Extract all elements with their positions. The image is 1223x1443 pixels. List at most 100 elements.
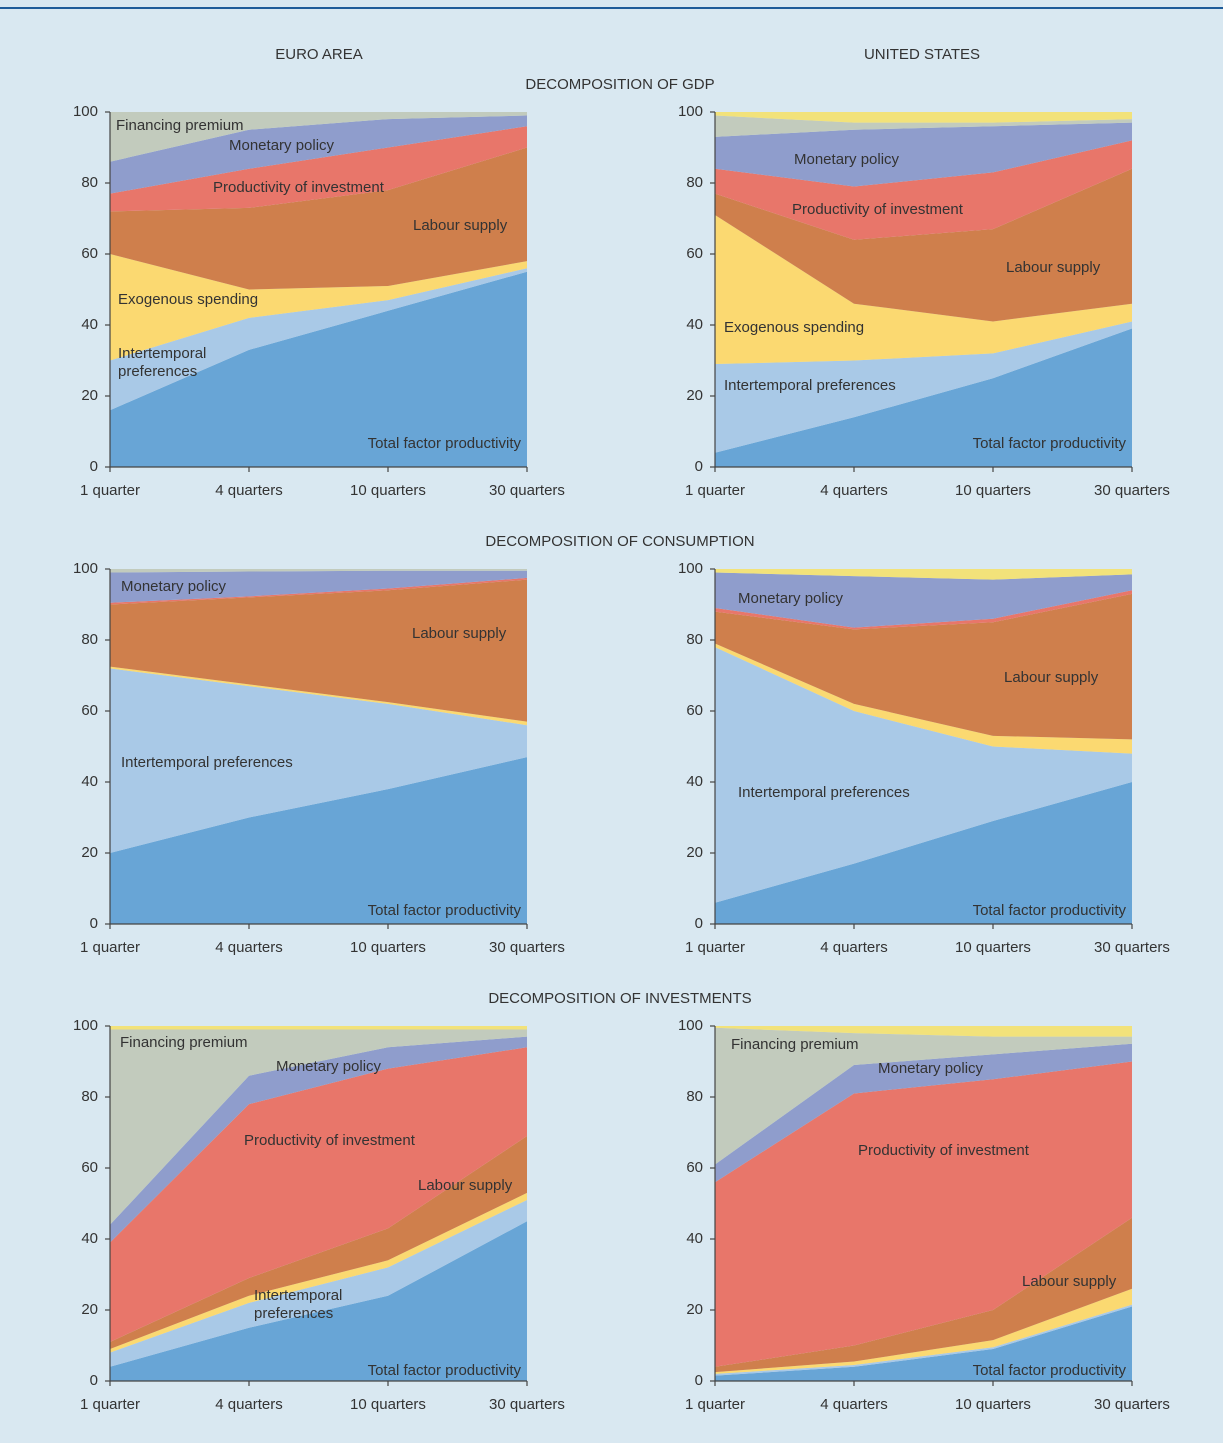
chart: 0 20 40 60 80 100 1 quarter 4 quarters 10 quarte… [678, 103, 1170, 499]
y-tick-label: 60 [686, 245, 703, 262]
area-label: Total factor productivity [368, 1362, 522, 1379]
x-tick-label: 10 quarters [350, 939, 426, 956]
area-segment [110, 579, 527, 722]
y-tick-label: 60 [686, 702, 703, 719]
y-tick-label: 40 [686, 316, 703, 333]
area-segment [715, 140, 1132, 240]
column-title: UNITED STATES [864, 46, 980, 63]
area-label: Productivity of investment [858, 1142, 1030, 1159]
x-tick-label: 4 quarters [820, 482, 888, 499]
chart: 0 20 40 60 80 100 1 quarter 4 quarters 10 quarte… [73, 560, 565, 956]
area-segment [110, 115, 527, 194]
y-tick-label: 0 [695, 1372, 703, 1389]
x-tick-label: 4 quarters [820, 1396, 888, 1413]
area-segment [715, 112, 1132, 123]
area-segment [110, 668, 527, 853]
area-label: Total factor productivity [973, 902, 1127, 919]
y-tick-label: 20 [81, 844, 98, 861]
x-tick-label: 30 quarters [1094, 939, 1170, 956]
area-label: Monetary policy [738, 590, 844, 607]
y-tick-label: 80 [81, 631, 98, 648]
section-title: DECOMPOSITION OF GDP [525, 76, 714, 93]
area-segment [715, 647, 1132, 903]
area-segment [715, 168, 1132, 322]
x-tick-label: 1 quarter [80, 939, 140, 956]
area-segment [110, 1192, 527, 1353]
x-tick-label: 30 quarters [489, 939, 565, 956]
area-segment [110, 569, 527, 573]
area-label: Financing premium [116, 117, 244, 134]
area-segment [715, 593, 1132, 740]
area-segment [110, 126, 527, 212]
area-label: Exogenous spending [118, 291, 258, 308]
area-label: Monetary policy [276, 1058, 382, 1075]
area-label: Labour supply [418, 1177, 513, 1194]
area-label: Intertemporal preferences [738, 784, 910, 801]
x-tick-label: 30 quarters [1094, 1396, 1170, 1413]
area-segment [715, 1061, 1132, 1367]
area-segment [110, 757, 527, 924]
area-segment [110, 268, 527, 411]
area-segment [715, 643, 1132, 754]
area-label: Financing premium [120, 1034, 248, 1051]
area-segment [715, 572, 1132, 628]
area-segment [715, 590, 1132, 630]
y-tick-label: 60 [81, 702, 98, 719]
section-title: DECOMPOSITION OF CONSUMPTION [485, 533, 754, 550]
area-segment [110, 1036, 527, 1243]
x-tick-label: 10 quarters [955, 482, 1031, 499]
x-tick-label: 4 quarters [215, 482, 283, 499]
chart: 0 20 40 60 80 100 1 quarter 4 quarters 10 quarte… [678, 1017, 1170, 1413]
y-tick-label: 80 [81, 1088, 98, 1105]
area-segment [110, 147, 527, 290]
y-tick-label: 0 [90, 1372, 98, 1389]
area-segment [110, 570, 527, 603]
x-tick-label: 1 quarter [80, 482, 140, 499]
x-tick-label: 4 quarters [215, 939, 283, 956]
x-tick-label: 10 quarters [350, 482, 426, 499]
x-tick-label: 1 quarter [685, 482, 745, 499]
x-tick-label: 30 quarters [489, 482, 565, 499]
area-segment [110, 1221, 527, 1381]
area-label: Labour supply [1006, 259, 1101, 276]
x-tick-label: 4 quarters [820, 939, 888, 956]
y-tick-label: 80 [686, 1088, 703, 1105]
area-label: Labour supply [413, 217, 508, 234]
area-segment [110, 1136, 527, 1350]
y-tick-label: 80 [686, 631, 703, 648]
y-tick-label: 0 [90, 458, 98, 475]
area-segment [715, 1026, 1132, 1037]
y-tick-label: 60 [686, 1159, 703, 1176]
y-tick-label: 60 [81, 1159, 98, 1176]
y-tick-label: 40 [686, 1230, 703, 1247]
area-label: Monetary policy [121, 578, 227, 595]
y-tick-label: 80 [686, 174, 703, 191]
area-segment [110, 577, 527, 605]
area-label: Productivity of investment [213, 179, 385, 196]
chart: 0 20 40 60 80 100 1 quarter 4 quarters 10 quarte… [73, 1017, 565, 1413]
y-tick-label: 40 [81, 316, 98, 333]
area-segment [715, 569, 1132, 580]
area-label: Total factor productivity [973, 1362, 1127, 1379]
area-label: Productivity of investment [792, 201, 964, 218]
y-tick-label: 20 [686, 387, 703, 404]
area-label: Exogenous spending [724, 319, 864, 336]
x-tick-label: 10 quarters [955, 939, 1031, 956]
area-label: Labour supply [1004, 669, 1099, 686]
area-label: Labour supply [412, 625, 507, 642]
area-segment [110, 112, 527, 162]
area-segment [715, 1043, 1132, 1183]
y-tick-label: 80 [81, 174, 98, 191]
area-label: Intertemporal preferences [724, 377, 896, 394]
area-segment [715, 1306, 1132, 1381]
x-tick-label: 4 quarters [215, 1396, 283, 1413]
y-tick-label: 40 [686, 773, 703, 790]
area-segment [110, 666, 527, 726]
area-segment [715, 122, 1132, 187]
x-tick-label: 10 quarters [350, 1396, 426, 1413]
chart: 0 20 40 60 80 100 1 quarter 4 quarters 10 quarte… [678, 560, 1170, 956]
area-segment [715, 115, 1132, 137]
y-tick-label: 20 [686, 844, 703, 861]
y-tick-label: 60 [81, 245, 98, 262]
area-label: Monetary policy [794, 151, 900, 168]
